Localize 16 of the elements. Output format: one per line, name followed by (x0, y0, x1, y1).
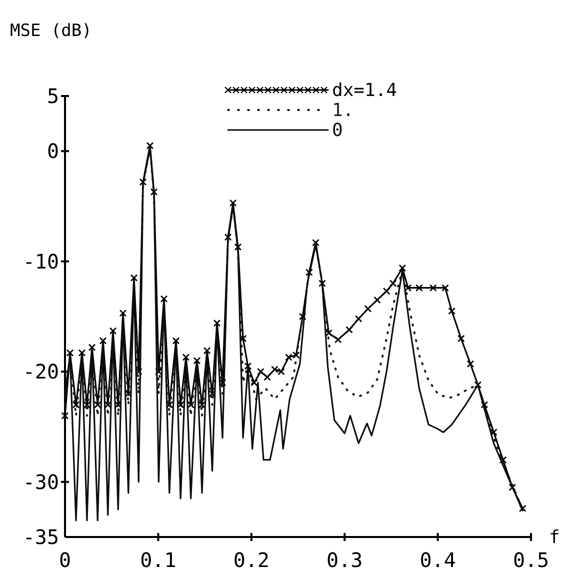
x-tick-label: 0.1 (140, 548, 176, 572)
text: 0 (332, 120, 343, 141)
x-tick-label: 0.4 (420, 548, 456, 572)
x-axis-title: f (549, 527, 560, 548)
y-tick-label: -20 (22, 360, 59, 384)
y-tick-label: 0 (46, 139, 59, 164)
x-tick-label: 0.5 (512, 548, 550, 572)
y-tick-label: -10 (22, 249, 59, 274)
legend-label: dx=1.4 (332, 80, 398, 101)
x-tick-label: 0.2 (233, 548, 270, 572)
y-tick-label: 5 (46, 84, 59, 108)
y-tick-label: -35 (22, 525, 59, 549)
y-axis-title: MSE (dB) (10, 21, 92, 41)
x-tick-label: 0.3 (326, 548, 363, 572)
text: 1. (332, 100, 354, 121)
y-tick-label: -30 (22, 470, 59, 494)
